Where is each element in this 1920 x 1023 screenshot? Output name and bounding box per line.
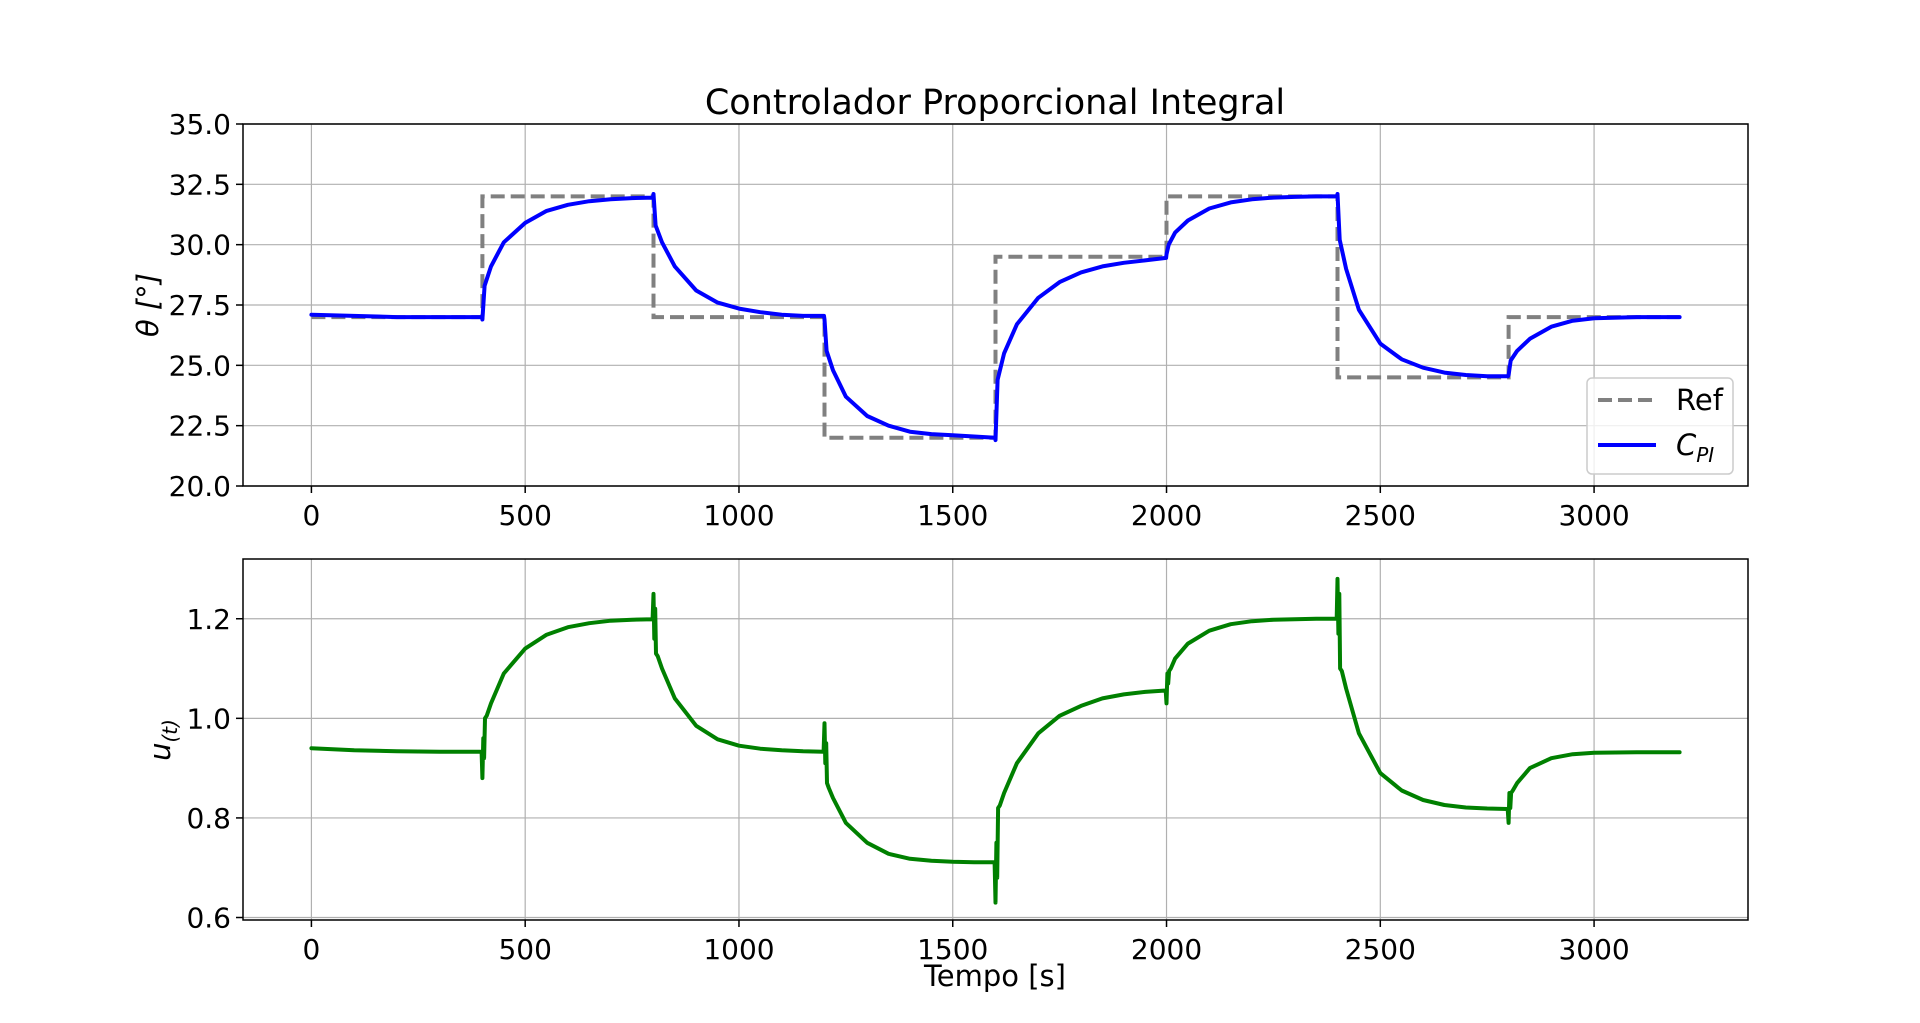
legend: Ref CPI [1586,377,1734,475]
legend-label-ref: Ref [1676,383,1724,417]
tick-label-x-temperature-2: 1000 [703,499,774,532]
tick-label-y-temperature-4: 30.0 [169,229,231,262]
legend-label-cpi-subscript: PI [1696,443,1714,467]
tick-label-x-temperature-5: 2500 [1345,499,1416,532]
tick-label-y-control-0: 0.6 [186,902,231,935]
series-line-control-u-0 [309,576,1682,905]
legend-label-cpi-main: C [1676,428,1697,462]
tick-label-y-temperature-1: 22.5 [169,410,231,443]
ticks-temperature: 0 500 1000 1500 2000 2500 3000 20.0 22.5 25.0 27.5… [169,108,1630,532]
tick-label-y-control-2: 1.0 [186,702,231,735]
y-axis-label-text: θ [°] [131,273,165,337]
tick-label-x-control-0: 0 [302,933,320,966]
ticks-control: 0 500 1000 1500 2000 2500 3000 0.6 0.8 1.0 1.2 [186,603,1629,966]
tick-label-x-control-3: 1500 [917,933,988,966]
tick-label-y-temperature-3: 27.5 [169,289,231,322]
y-axis-label-temperature: θ [°] [131,273,165,337]
y-axis-label-control-subscript: (t) [158,719,182,742]
tick-label-x-temperature-6: 3000 [1558,499,1629,532]
tick-label-x-control-2: 1000 [703,933,774,966]
tick-label-y-control-1: 0.8 [186,802,231,835]
axes-frame-control [242,558,1749,921]
y-axis-label-control-main: u [143,743,177,761]
tick-label-x-control-1: 500 [498,933,551,966]
series-line-temperature-c-1 [309,192,1682,443]
chart-title: Controlador Proporcional Integral [705,83,1285,123]
tick-label-x-temperature-3: 1500 [917,499,988,532]
tick-label-x-temperature-1: 500 [498,499,551,532]
tick-label-x-control-6: 3000 [1558,933,1629,966]
x-axis-label: Tempo [s] [923,959,1066,993]
subplot-control: 0 500 1000 1500 2000 2500 3000 0.6 0.8 1.0 1.2 u(t… [143,558,1749,993]
tick-label-x-control-5: 2500 [1345,933,1416,966]
series-control [309,576,1682,905]
tick-label-x-control-4: 2000 [1131,933,1202,966]
subplot-temperature: Controlador Proporcional Integral 0 500 10… [131,83,1749,532]
tick-label-y-temperature-2: 25.0 [169,349,231,382]
y-axis-label-control: u(t) [143,719,182,761]
legend-label-cpi: CPI [1676,428,1714,467]
grid-control [243,559,1748,920]
tick-label-y-control-3: 1.2 [186,603,231,636]
tick-label-y-temperature-5: 32.5 [169,168,231,201]
tick-label-x-temperature-0: 0 [302,499,320,532]
tick-label-x-temperature-4: 2000 [1131,499,1202,532]
tick-label-y-temperature-6: 35.0 [169,108,231,141]
series-temperature [309,192,1682,443]
tick-label-y-temperature-0: 20.0 [169,470,231,503]
